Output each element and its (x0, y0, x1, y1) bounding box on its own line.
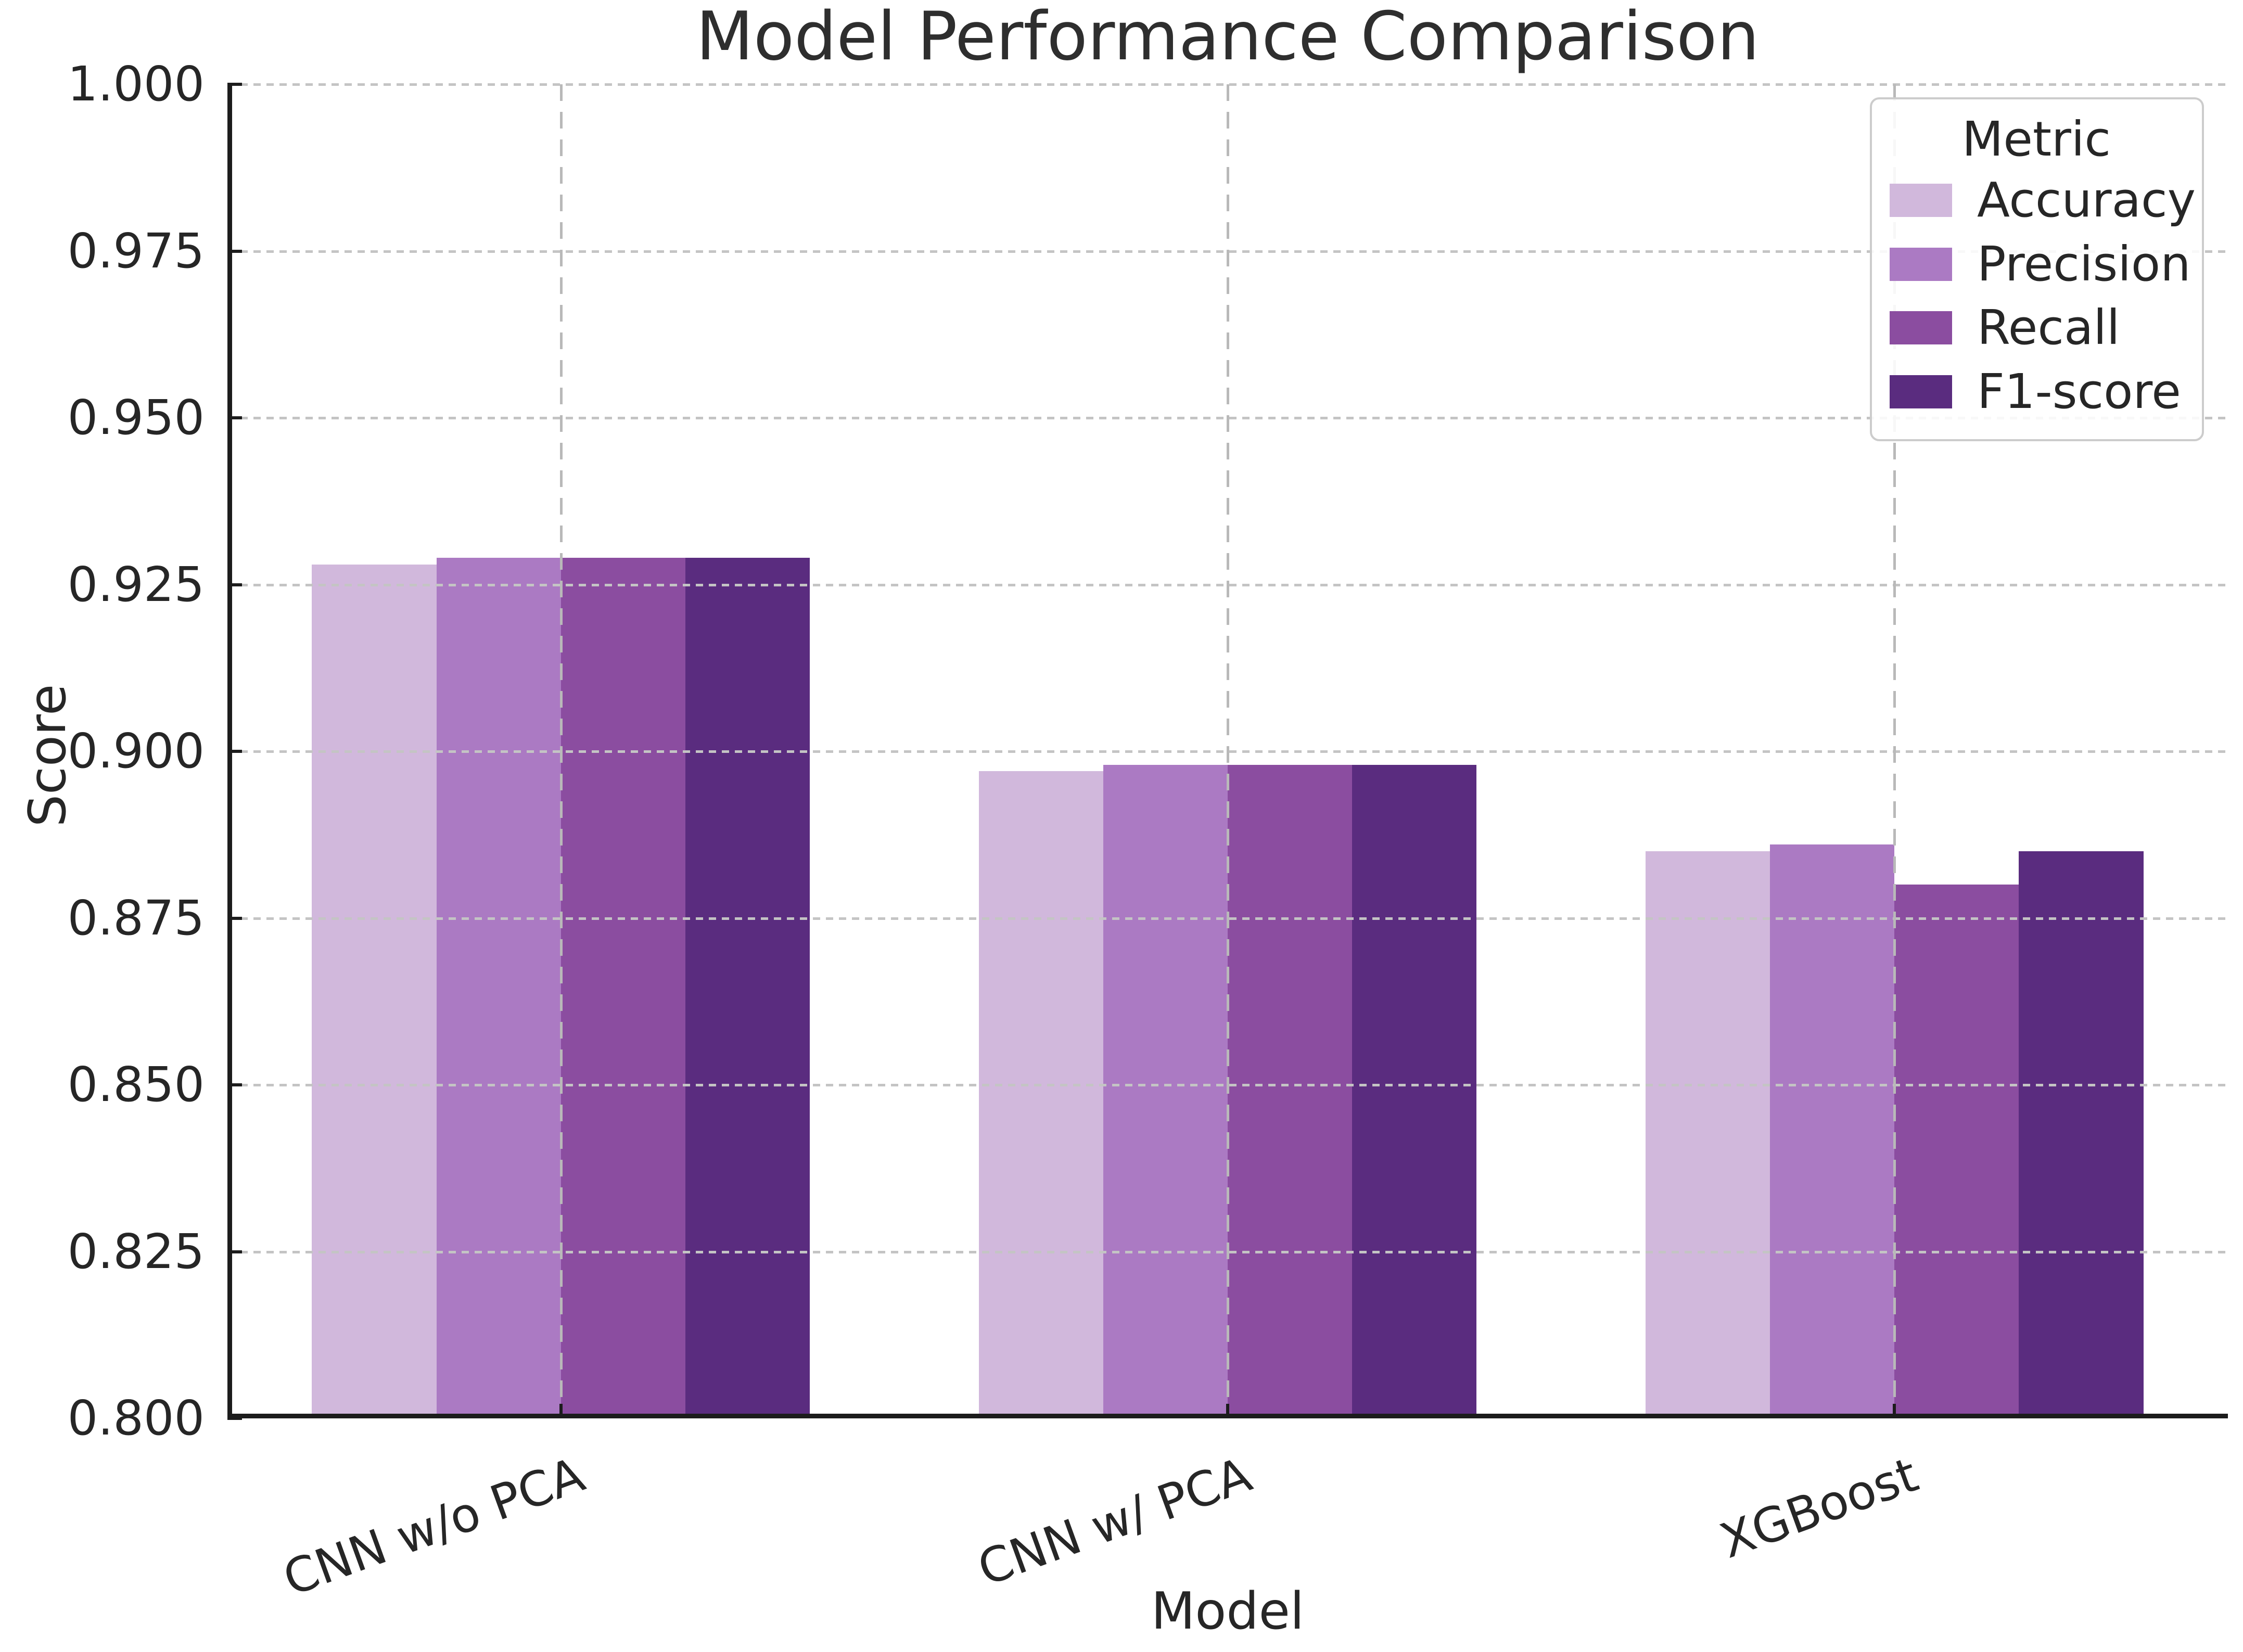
bar-precision-1 (436, 558, 561, 1418)
y-tick-0.875 (227, 916, 242, 920)
legend-title: Metric (1961, 111, 2111, 167)
y-tick-label-0.900: 0.900 (67, 723, 205, 779)
y-tick-0.825 (227, 1250, 242, 1253)
x-tick-1 (559, 1404, 563, 1418)
x-tick-label-1: CNN w/o PCA (276, 1446, 592, 1607)
legend-swatch-f1-score (1890, 375, 1952, 408)
bar-f1-score-1 (685, 558, 810, 1418)
bar-f1-score-3 (2019, 851, 2144, 1418)
legend-swatch-precision (1890, 247, 1952, 281)
bar-accuracy-3 (1646, 851, 1770, 1418)
x-axis-label: Model (1151, 1582, 1305, 1641)
y-tick-0.925 (227, 583, 242, 586)
y-tick-label-0.875: 0.875 (67, 890, 205, 946)
legend-item-recall: Recall (1885, 296, 2187, 360)
x-tick-label-2: CNN w/ PCA (971, 1446, 1258, 1597)
legend-item-f1-score: F1-score (1885, 360, 2187, 424)
legend: Metric Accuracy Precision Recall F1-score (1870, 97, 2204, 441)
bar-accuracy-2 (978, 771, 1103, 1418)
bar-recall-3 (1894, 885, 2019, 1418)
v-gridline-3 (1893, 84, 1896, 1418)
y-tick-0.850 (227, 1083, 242, 1086)
legend-swatch-accuracy (1890, 184, 1952, 217)
y-tick-0.975 (227, 249, 242, 253)
bar-accuracy-1 (312, 565, 437, 1418)
y-tick-0.900 (227, 750, 242, 753)
bar-recall-2 (1228, 764, 1353, 1418)
v-gridline-1 (559, 84, 563, 1418)
y-tick-label-0.925: 0.925 (67, 556, 205, 612)
y-tick-0.950 (227, 416, 242, 419)
y-tick-label-0.975: 0.975 (67, 223, 205, 279)
y-tick-0.800 (227, 1417, 242, 1420)
plot-area (227, 83, 2228, 1420)
y-tick-label-0.800: 0.800 (67, 1390, 205, 1446)
y-tick-label-0.850: 0.850 (67, 1057, 205, 1112)
legend-items: Accuracy Precision Recall F1-score (1885, 169, 2196, 424)
bar-precision-2 (1103, 764, 1228, 1418)
chart-title: Model Performance Comparison (696, 0, 1760, 75)
legend-item-precision: Precision (1885, 233, 2191, 296)
legend-label-precision: Precision (1977, 236, 2191, 292)
legend-swatch-recall (1890, 311, 1952, 345)
y-tick-label-1.000: 1.000 (67, 56, 205, 112)
x-tick-label-3: XGBoost (1713, 1446, 1926, 1569)
y-tick-label-0.825: 0.825 (67, 1223, 205, 1279)
bar-precision-3 (1770, 844, 1895, 1418)
y-tick-label-0.950: 0.950 (67, 390, 205, 445)
v-gridline-2 (1227, 84, 1229, 1418)
legend-label-recall: Recall (1977, 300, 2120, 356)
bar-f1-score-2 (1352, 764, 1477, 1418)
x-tick-2 (1226, 1404, 1229, 1418)
bar-recall-1 (560, 558, 685, 1418)
x-tick-3 (1893, 1404, 1896, 1418)
legend-label-accuracy: Accuracy (1977, 172, 2196, 228)
legend-label-f1-score: F1-score (1977, 363, 2181, 419)
y-tick-1.000 (227, 83, 242, 86)
legend-item-accuracy: Accuracy (1885, 169, 2196, 232)
